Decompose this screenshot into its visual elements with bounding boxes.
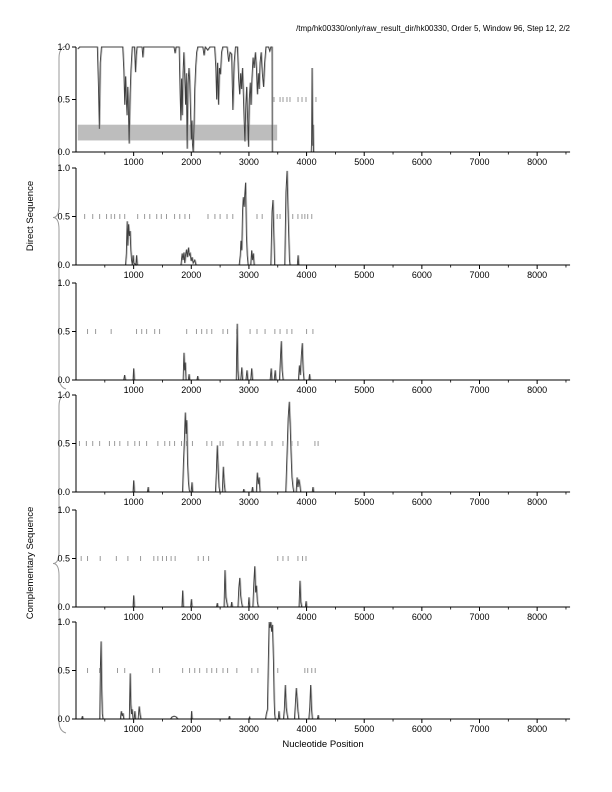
y-tick-label: 0.5 — [57, 439, 70, 449]
y-tick-label: 1.0 — [57, 278, 70, 288]
x-tick-label: 7000 — [469, 157, 489, 167]
probability-curve-echo — [78, 401, 571, 493]
y-tick-label: 0.5 — [57, 666, 70, 676]
y-tick-label: 0.0 — [57, 147, 70, 157]
probability-curve-echo — [78, 566, 571, 608]
probability-curve — [77, 621, 570, 720]
panel-complementary-frame-2: 1.0 0.5 0.0 1000 2000 3000 4000 5000 6000 7000 800… — [57, 505, 571, 622]
x-tick-label: 2000 — [181, 385, 201, 395]
x-tick-label: 6000 — [412, 157, 432, 167]
x-tick-label: 6000 — [412, 497, 432, 507]
probability-curve — [77, 45, 570, 153]
complementary-sequence-brace — [52, 393, 67, 734]
probability-curve — [77, 401, 570, 493]
probability-curve-echo — [78, 323, 571, 381]
y-tick-label: 0.0 — [57, 714, 70, 724]
x-tick-label: 6000 — [412, 724, 432, 734]
x-tick-label: 6000 — [412, 612, 432, 622]
x-tick-label: 8000 — [527, 385, 547, 395]
x-tick-label: 5000 — [354, 385, 374, 395]
y-tick-label: 1.0 — [57, 617, 70, 627]
x-tick-label: 4000 — [297, 157, 317, 167]
x-tick-label: 8000 — [527, 724, 547, 734]
panel-complementary-frame-3: 1.0 0.5 0.0 1000 2000 3000 4000 5000 6000 7000 800… — [57, 617, 571, 734]
x-tick-label: 2000 — [181, 724, 201, 734]
y-tick-label: 0.5 — [57, 212, 70, 222]
probability-curve — [77, 170, 570, 266]
x-axis-title: Nucleotide Position — [282, 739, 364, 750]
x-tick-label: 1000 — [124, 497, 144, 507]
x-tick-label: 8000 — [527, 497, 547, 507]
x-tick-label: 6000 — [412, 385, 432, 395]
y-tick-label: 0.0 — [57, 602, 70, 612]
probability-curve-echo — [78, 170, 571, 266]
y-tick-label: 0.0 — [57, 487, 70, 497]
y-tick-label: 0.5 — [57, 327, 70, 337]
x-tick-label: 4000 — [297, 612, 317, 622]
x-tick-label: 3000 — [239, 612, 259, 622]
x-tick-label: 6000 — [412, 270, 432, 280]
x-tick-label: 8000 — [527, 157, 547, 167]
x-tick-label: 4000 — [297, 385, 317, 395]
x-tick-label: 7000 — [469, 497, 489, 507]
chart-title: /tmp/hk00330/only/raw_result_dir/hk00330… — [296, 24, 570, 33]
panel-complementary-frame-1: 1.0 0.5 0.0 1000 2000 3000 4000 5000 6000 7000 800… — [57, 390, 571, 507]
x-tick-label: 7000 — [469, 385, 489, 395]
x-tick-label: 1000 — [124, 385, 144, 395]
x-tick-label: 2000 — [181, 497, 201, 507]
x-tick-label: 8000 — [527, 270, 547, 280]
x-tick-label: 4000 — [297, 724, 317, 734]
x-tick-label: 5000 — [354, 724, 374, 734]
y-tick-label: 0.5 — [57, 554, 70, 564]
panel-direct-frame-2: 1.0 0.5 0.0 1000 2000 3000 4000 5000 6000 7000 800… — [57, 163, 571, 280]
probability-curve — [77, 323, 570, 381]
y-tick-label: 1.0 — [57, 505, 70, 515]
x-tick-label: 8000 — [527, 612, 547, 622]
x-tick-label: 7000 — [469, 724, 489, 734]
x-tick-label: 4000 — [297, 497, 317, 507]
x-tick-label: 3000 — [239, 385, 259, 395]
y-tick-label: 0.5 — [57, 95, 70, 105]
x-tick-label: 3000 — [239, 157, 259, 167]
y-tick-label: 1.0 — [57, 42, 70, 52]
direct-sequence-brace — [52, 45, 67, 390]
x-tick-label: 5000 — [354, 270, 374, 280]
probability-curve — [77, 566, 570, 608]
x-tick-label: 3000 — [239, 270, 259, 280]
x-tick-label: 5000 — [354, 497, 374, 507]
x-tick-label: 5000 — [354, 157, 374, 167]
y-tick-label: 1.0 — [57, 163, 70, 173]
probability-curve-echo — [78, 46, 571, 153]
x-tick-label: 1000 — [124, 157, 144, 167]
x-tick-label: 1000 — [124, 724, 144, 734]
x-tick-label: 1000 — [124, 270, 144, 280]
panel-direct-frame-1: 1.0 0.5 0.0 1000 2000 3000 4000 5000 6000 7000 800… — [57, 42, 571, 167]
x-tick-label: 5000 — [354, 612, 374, 622]
x-tick-label: 3000 — [239, 724, 259, 734]
x-tick-label: 2000 — [181, 270, 201, 280]
y-tick-label: 0.0 — [57, 260, 70, 270]
x-tick-label: 2000 — [181, 157, 201, 167]
x-tick-label: 1000 — [124, 612, 144, 622]
x-tick-label: 2000 — [181, 612, 201, 622]
y-tick-label: 0.0 — [57, 375, 70, 385]
y-tick-label: 1.0 — [57, 390, 70, 400]
x-tick-label: 3000 — [239, 497, 259, 507]
x-tick-label: 7000 — [469, 270, 489, 280]
x-tick-label: 4000 — [297, 270, 317, 280]
x-tick-label: 7000 — [469, 612, 489, 622]
panel-direct-frame-3: 1.0 0.5 0.0 1000 2000 3000 4000 5000 6000 7000 800… — [57, 278, 571, 395]
coding-region-bar — [77, 124, 278, 141]
